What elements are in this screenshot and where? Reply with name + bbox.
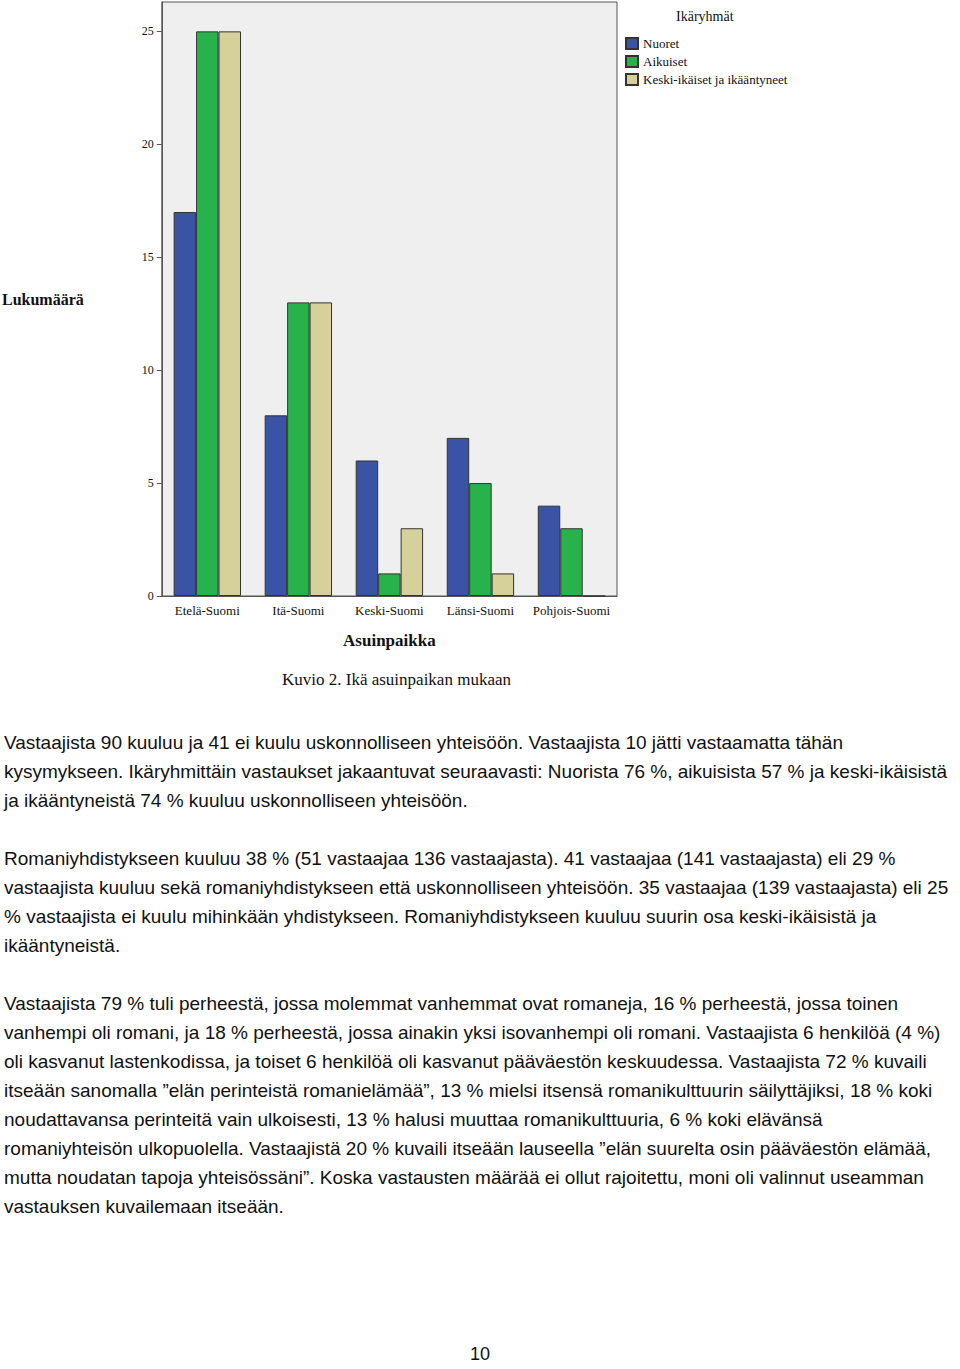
svg-text:Kuvio 2. Ikä asuinpaikan mukaa: Kuvio 2. Ikä asuinpaikan mukaan: [282, 670, 511, 689]
svg-text:25: 25: [142, 24, 154, 38]
svg-text:Pohjois-Suomi: Pohjois-Suomi: [533, 603, 611, 618]
svg-text:Ikäryhmät: Ikäryhmät: [676, 9, 734, 24]
svg-text:10: 10: [142, 363, 154, 377]
svg-text:Keski-Suomi: Keski-Suomi: [355, 603, 424, 618]
svg-text:Asuinpaikka: Asuinpaikka: [343, 631, 436, 650]
html-text:10: 10: [470, 1344, 490, 1364]
html-text:Vastaajista 79 % tuli perheest: Vastaajista 79 % tuli perheestä, jossa m…: [4, 993, 941, 1217]
svg-text:Keski-ikäiset ja ikääntyneet: Keski-ikäiset ja ikääntyneet: [643, 72, 788, 87]
svg-text:20: 20: [142, 137, 154, 151]
svg-text:Etelä-Suomi: Etelä-Suomi: [175, 603, 240, 618]
html-text:Vastaajista 90 kuuluu ja 41 ei: Vastaajista 90 kuuluu ja 41 ei kuulu usk…: [4, 732, 947, 811]
svg-text:15: 15: [142, 250, 154, 264]
svg-text:0: 0: [148, 589, 154, 603]
svg-text:Itä-Suomi: Itä-Suomi: [272, 603, 324, 618]
svg-text:Lukumäärä: Lukumäärä: [2, 291, 84, 308]
svg-text:Nuoret: Nuoret: [643, 36, 679, 51]
html-text:Romaniyhdistykseen kuuluu 38 %: Romaniyhdistykseen kuuluu 38 % (51 vasta…: [4, 848, 949, 956]
svg-text:Länsi-Suomi: Länsi-Suomi: [447, 603, 515, 618]
svg-text:5: 5: [148, 476, 154, 490]
svg-text:Aikuiset: Aikuiset: [643, 54, 687, 69]
